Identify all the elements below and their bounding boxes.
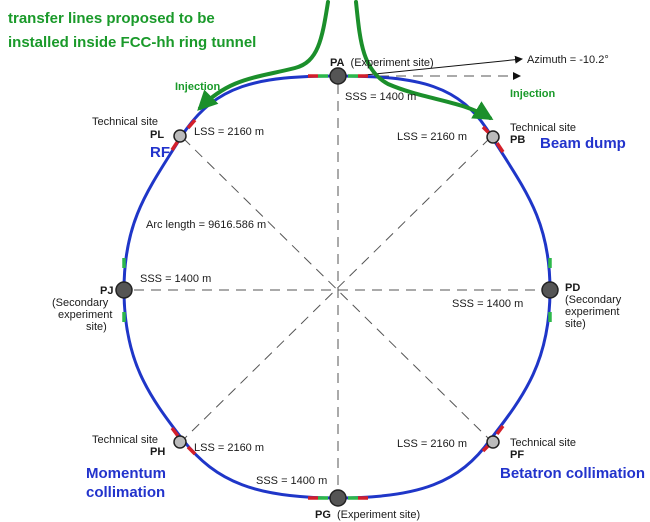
diagonal-pb-ph	[182, 137, 491, 441]
site-pf-lss: LSS = 2160 m	[397, 438, 467, 450]
site-pl-tech: Technical site	[92, 116, 158, 128]
site-pa-desc: (Experiment site)	[351, 57, 434, 69]
site-pj-desc-2: experiment	[58, 309, 112, 321]
site-pg-sss: SSS = 1400 m	[256, 475, 327, 487]
site-pj-desc-3: site)	[86, 321, 107, 333]
site-pl-function: RF	[150, 144, 170, 161]
site-pa-code: PA	[330, 57, 345, 69]
site-pb-tech: Technical site	[510, 122, 576, 134]
site-pd-marker	[541, 281, 559, 299]
site-pd-sss: SSS = 1400 m	[452, 298, 523, 310]
site-pg-label: PG (Experiment site)	[315, 509, 420, 521]
site-ph-marker	[173, 435, 187, 449]
ring	[122, 74, 552, 500]
site-pf-tech: Technical site	[510, 437, 576, 449]
site-pb-marker	[486, 130, 500, 144]
site-pd-code: PD	[565, 282, 580, 294]
site-ph-tech: Technical site	[92, 434, 158, 446]
site-pf-marker	[486, 435, 500, 449]
site-pd-desc-2: experiment	[565, 306, 619, 318]
injection-left-label: Injection	[175, 81, 221, 93]
site-ph-code: PH	[150, 446, 165, 458]
site-pd-desc-3: site)	[565, 318, 586, 330]
site-pb-lss: LSS = 2160 m	[397, 131, 467, 143]
site-pf-code: PF	[510, 449, 524, 461]
title-line-2: installed inside FCC-hh ring tunnel	[8, 34, 256, 51]
site-pl-marker	[173, 129, 187, 143]
site-pg-code: PG	[315, 509, 331, 521]
site-ph-function-1: Momentum	[86, 465, 166, 482]
site-markers	[115, 67, 559, 507]
arc-length-label: Arc length = 9616.586 m	[146, 219, 266, 231]
site-pg-marker	[329, 489, 347, 507]
title-line-1: transfer lines proposed to be	[8, 10, 215, 27]
site-pa-sss: SSS = 1400 m	[345, 91, 416, 103]
site-pb-function: Beam dump	[540, 135, 626, 152]
site-pj-marker	[115, 281, 133, 299]
site-pl-code: PL	[150, 129, 164, 141]
site-ph-function-2: collimation	[86, 484, 165, 501]
azimuth-label: Azimuth = -10.2°	[527, 54, 609, 66]
site-pd-desc-1: (Secondary	[565, 294, 622, 306]
transfer-line-left	[197, 0, 330, 111]
transfer-lines	[197, 0, 494, 121]
site-pg-desc: (Experiment site)	[337, 509, 420, 521]
site-pa-marker	[329, 67, 347, 85]
site-pf-function: Betatron collimation	[500, 465, 645, 482]
center-guides	[134, 72, 543, 487]
site-pa-label: PA (Experiment site)	[330, 57, 434, 69]
injection-right-label: Injection	[510, 88, 556, 100]
site-pj-desc-1: (Secondary	[52, 297, 109, 309]
transfer-line-right	[354, 0, 494, 121]
site-pl-lss: LSS = 2160 m	[194, 126, 264, 138]
site-pb-code: PB	[510, 134, 525, 146]
site-pj-code: PJ	[100, 285, 113, 297]
ring-path	[122, 74, 552, 500]
site-ph-lss: LSS = 2160 m	[194, 442, 264, 454]
diagonal-pl-pf	[182, 137, 491, 441]
site-pj-sss: SSS = 1400 m	[140, 273, 211, 285]
